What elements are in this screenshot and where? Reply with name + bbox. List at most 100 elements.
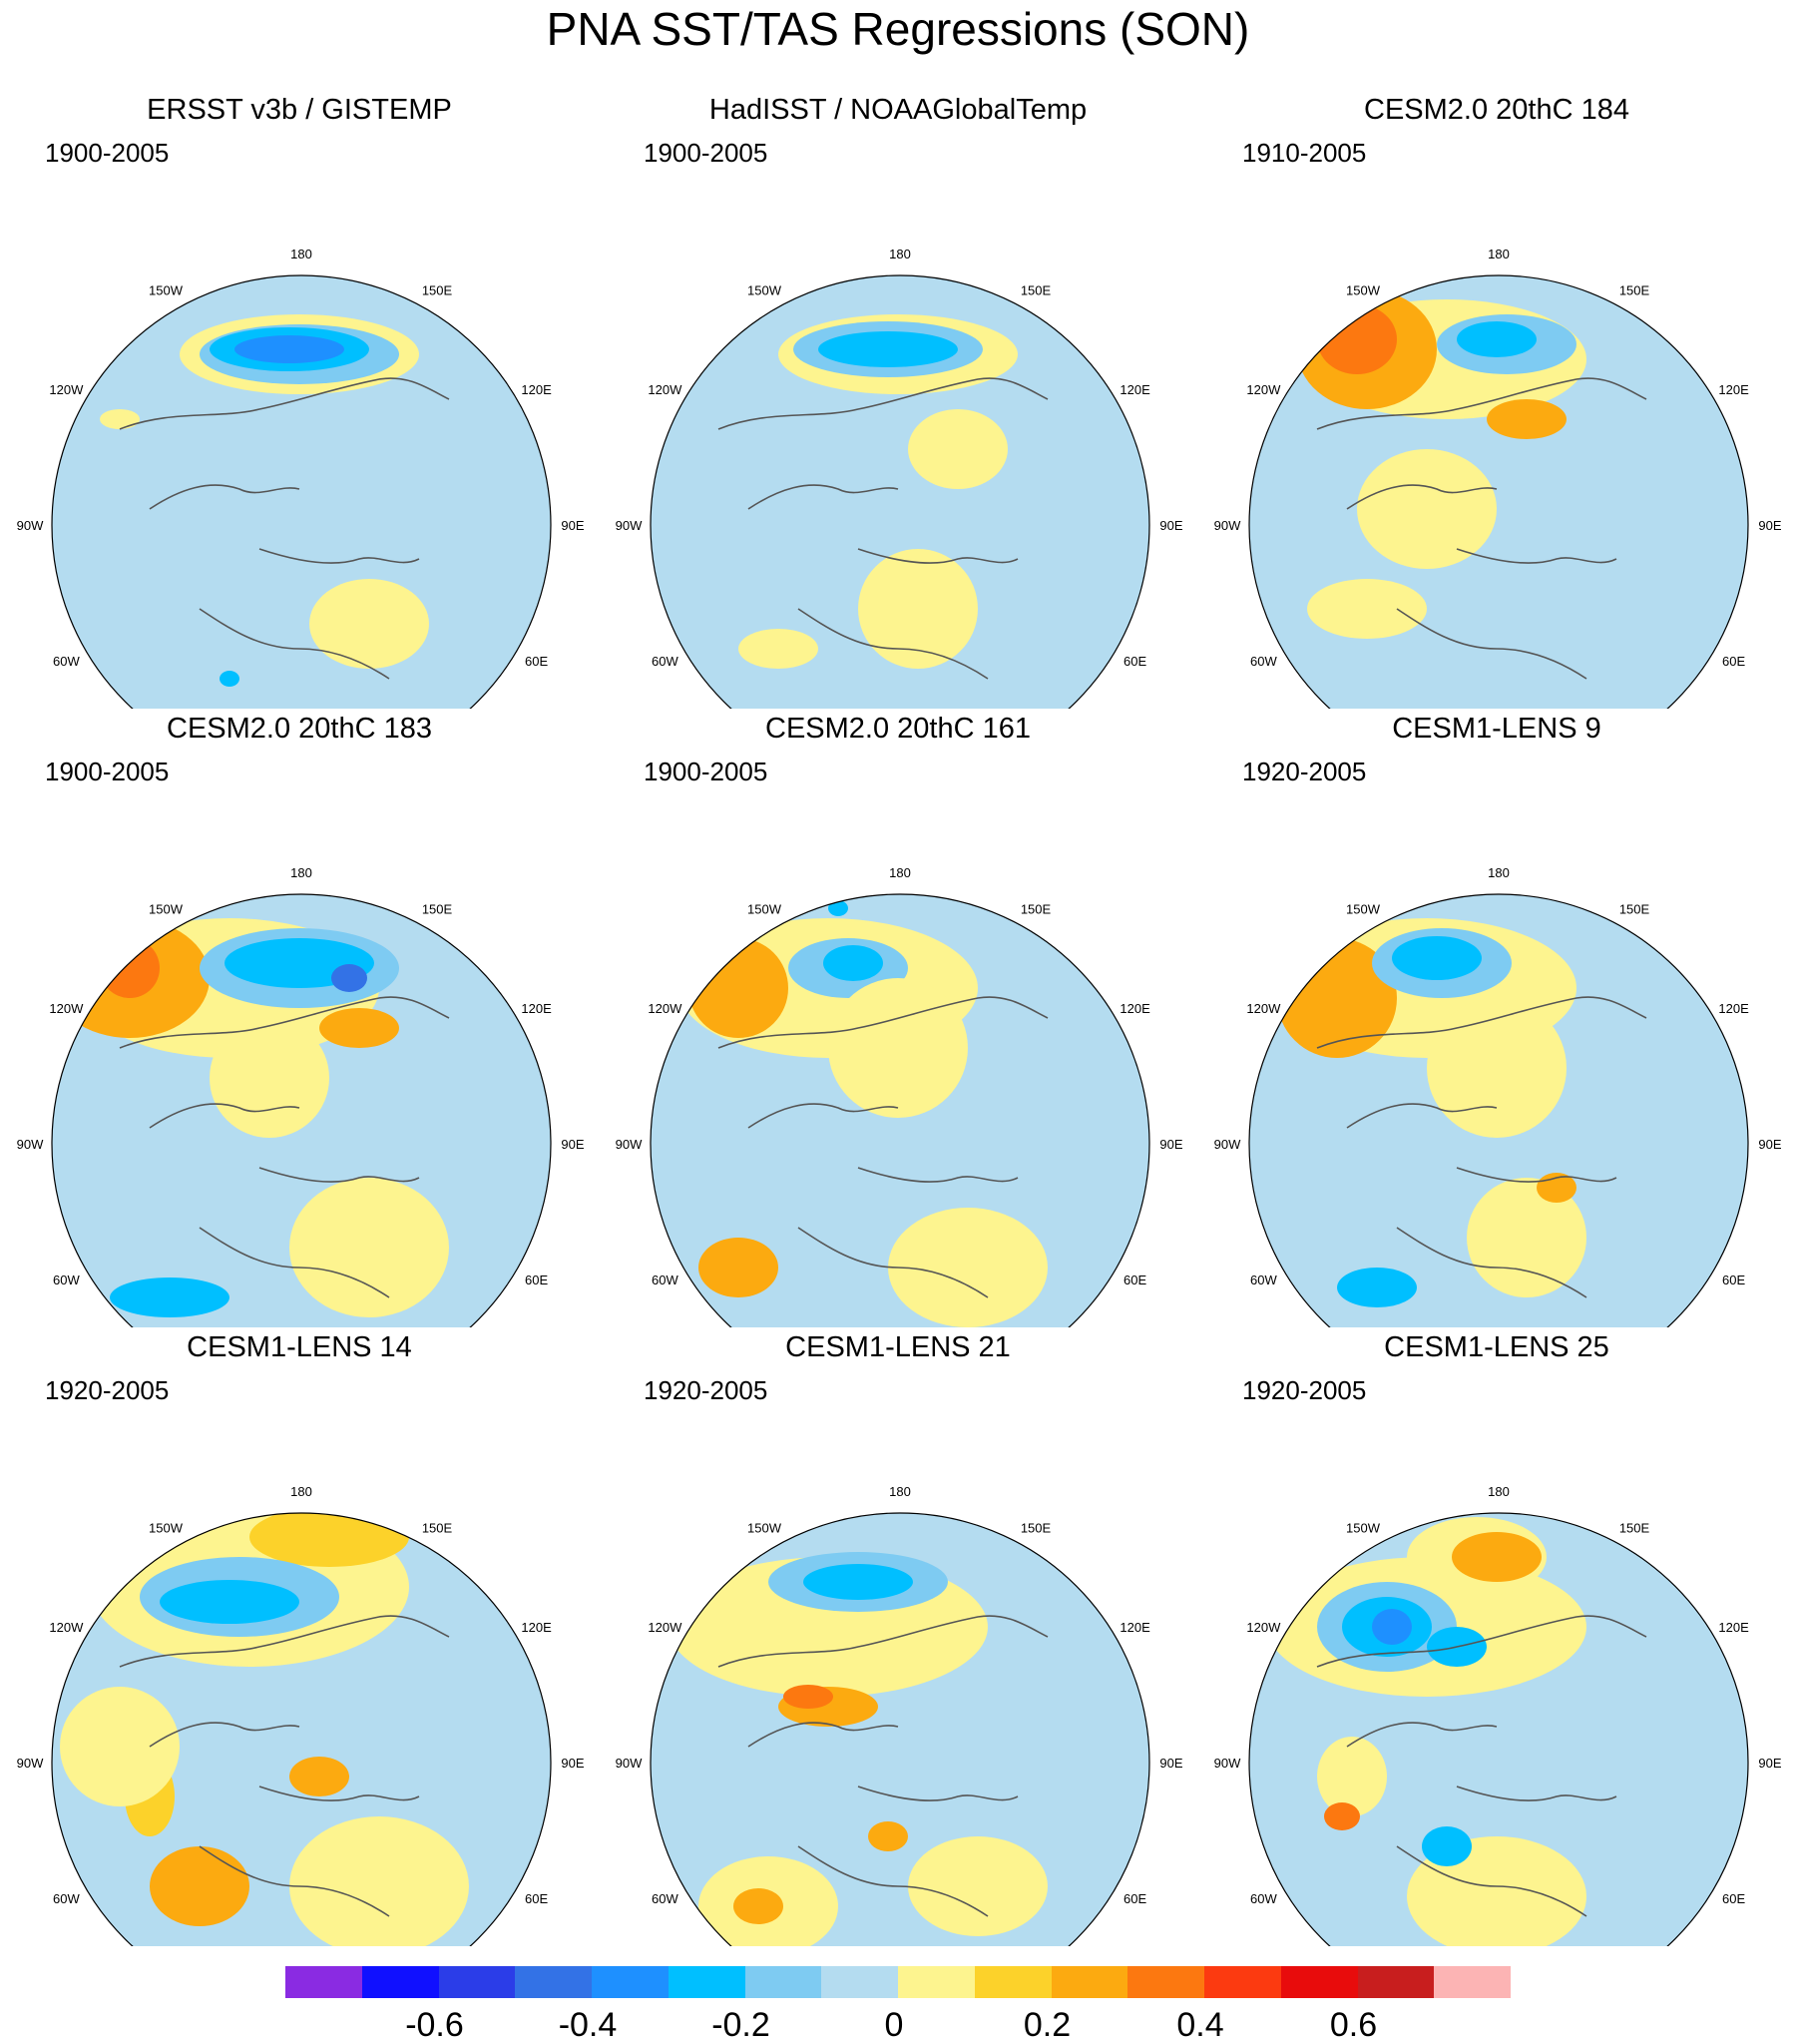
longitude-label: 150W xyxy=(1346,282,1381,297)
coastline xyxy=(199,608,390,680)
longitude-label: 60E xyxy=(1123,1891,1146,1906)
coastline xyxy=(119,377,450,430)
coastline xyxy=(717,996,1049,1049)
panel-title: HadISST / NOAAGlobalTemp xyxy=(708,94,1088,126)
anomaly-contour xyxy=(1487,399,1567,439)
longitude-label: 150E xyxy=(422,1520,453,1535)
colorbar-box xyxy=(361,1966,439,1998)
anomaly-contour xyxy=(1317,304,1397,374)
anomaly-contour xyxy=(150,1846,249,1926)
longitude-label: 90W xyxy=(616,1137,643,1152)
coastline xyxy=(747,484,899,510)
longitude-label: 120W xyxy=(1246,1620,1281,1635)
panel-period: 1920-2005 xyxy=(45,1375,170,1405)
longitude-label: 150W xyxy=(747,1520,782,1535)
map-outline xyxy=(51,274,552,709)
longitude-label: 60E xyxy=(525,1273,548,1287)
map-panel: 180150E120E90E60E30E030W60W90W120W150WHa… xyxy=(599,90,1197,709)
polar-map: 180150E120E90E60E30E030W60W90W120W150W xyxy=(17,247,585,709)
anomaly-contour xyxy=(1324,1802,1360,1830)
map-outline xyxy=(1248,1512,1749,1946)
colorbar-tick-label: 0 xyxy=(884,2006,904,2044)
anomaly-contour xyxy=(1317,1737,1387,1816)
polar-map: 180150E120E90E60E30E030W60W90W120W150W xyxy=(1214,865,1782,1327)
longitude-label: 150W xyxy=(747,901,782,916)
colorbar-box xyxy=(285,1966,362,1998)
longitude-label: 90E xyxy=(1159,518,1182,533)
longitude-label: 120W xyxy=(648,1001,682,1016)
longitude-label: 150E xyxy=(1619,282,1650,297)
map-outline xyxy=(650,1512,1150,1946)
anomaly-contour xyxy=(160,1580,299,1624)
coastline xyxy=(797,1845,989,1917)
longitude-label: 120E xyxy=(1120,382,1150,397)
longitude-label: 150W xyxy=(1346,901,1381,916)
panel-title: CESM1-LENS 14 xyxy=(187,1331,412,1363)
longitude-label: 180 xyxy=(889,247,911,261)
longitude-label: 60E xyxy=(1722,1273,1745,1287)
longitude-label: 90W xyxy=(616,518,643,533)
anomaly-contour xyxy=(249,1513,409,1567)
polar-map: 180150E120E90E60E30E030W60W90W120W150W xyxy=(17,1484,585,1946)
anomaly-contour xyxy=(100,938,160,998)
panel-title: ERSST v3b / GISTEMP xyxy=(147,94,452,126)
longitude-label: 90E xyxy=(1758,518,1781,533)
map-outline xyxy=(51,893,552,1327)
longitude-label: 90E xyxy=(561,518,584,533)
longitude-label: 90W xyxy=(17,1756,44,1771)
polar-map: 180150E120E90E60E30E030W60W90W120W150W xyxy=(616,1484,1183,1946)
longitude-label: 150E xyxy=(1619,901,1650,916)
longitude-label: 120W xyxy=(648,382,682,397)
longitude-label: 180 xyxy=(290,1484,312,1499)
coastline xyxy=(1346,484,1498,510)
longitude-label: 120E xyxy=(521,1620,552,1635)
colorbar: -0.6 -0.4 -0.2 0 0.2 0.4 0.6 xyxy=(285,1966,1511,2044)
coastline xyxy=(1456,1786,1617,1801)
anomaly-contour xyxy=(818,331,958,367)
panel-period: 1900-2005 xyxy=(45,757,170,786)
map-outline xyxy=(650,893,1150,1327)
coastline xyxy=(149,1722,300,1748)
anomaly-contour xyxy=(908,409,1008,489)
anomaly-contour xyxy=(1337,1268,1417,1307)
coastline xyxy=(258,548,420,564)
anomaly-contour xyxy=(60,1687,180,1806)
longitude-label: 60W xyxy=(53,654,80,669)
anomaly-contour xyxy=(783,1685,833,1709)
anomaly-contour xyxy=(309,579,429,669)
coastline xyxy=(1396,608,1587,680)
anomaly-contour xyxy=(331,964,367,992)
colorbar-box xyxy=(898,1966,975,1998)
colorbar-box xyxy=(1204,1966,1281,1998)
longitude-label: 150E xyxy=(422,901,453,916)
longitude-label: 150E xyxy=(1619,1520,1650,1535)
anomaly-contour xyxy=(289,1178,449,1317)
coastline xyxy=(797,1227,989,1298)
longitude-label: 120E xyxy=(521,1001,552,1016)
anomaly-contour xyxy=(1427,998,1567,1138)
anomaly-contour xyxy=(210,1018,329,1138)
longitude-label: 120W xyxy=(49,1620,84,1635)
colorbar-tick-label: -0.6 xyxy=(405,2006,464,2044)
longitude-label: 60W xyxy=(652,654,678,669)
map-outline xyxy=(51,1512,552,1946)
coastline xyxy=(258,1786,420,1801)
coastline xyxy=(199,1227,390,1298)
panel-period: 1900-2005 xyxy=(644,757,768,786)
anomaly-contour xyxy=(738,629,818,669)
longitude-label: 90W xyxy=(17,518,44,533)
anomaly-contour xyxy=(698,1238,778,1297)
panel-period: 1900-2005 xyxy=(644,138,768,168)
map-panel: 180150E120E90E60E30E030W60W90W120W150WCE… xyxy=(1197,709,1796,1327)
panel-period: 1910-2005 xyxy=(1242,138,1367,168)
longitude-label: 150E xyxy=(1021,901,1052,916)
colorbar-box xyxy=(744,1966,822,1998)
map-panel: 180150E120E90E60E30E030W60W90W120W150WCE… xyxy=(599,709,1197,1327)
coastline xyxy=(1316,1615,1647,1668)
longitude-label: 90E xyxy=(561,1756,584,1771)
anomaly-contour xyxy=(110,1278,229,1317)
anomaly-contour xyxy=(289,1816,469,1946)
anomaly-contour xyxy=(100,409,140,429)
map-outline xyxy=(650,274,1150,709)
anomaly-contour xyxy=(828,900,848,916)
